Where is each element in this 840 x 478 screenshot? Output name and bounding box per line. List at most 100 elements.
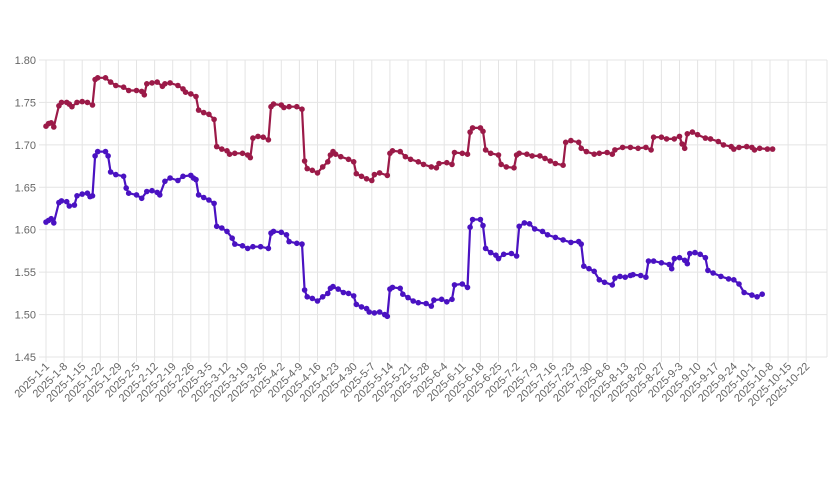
data-point xyxy=(658,260,665,266)
data-point xyxy=(188,91,194,97)
data-point xyxy=(679,141,685,147)
data-point xyxy=(175,177,181,184)
data-point xyxy=(397,148,404,155)
data-point xyxy=(154,79,160,85)
data-point xyxy=(643,144,649,151)
data-point xyxy=(552,234,559,241)
data-point xyxy=(568,137,574,144)
data-point xyxy=(511,165,517,171)
data-point xyxy=(671,136,678,142)
data-point xyxy=(175,82,181,89)
data-point xyxy=(157,192,163,198)
data-point xyxy=(195,192,202,198)
data-point xyxy=(79,191,85,197)
data-point xyxy=(405,294,411,301)
data-point xyxy=(560,237,566,243)
data-point xyxy=(120,173,127,180)
data-point xyxy=(487,249,494,256)
data-point xyxy=(464,284,471,291)
data-point xyxy=(449,296,455,303)
data-point xyxy=(498,161,504,168)
data-point xyxy=(63,198,70,205)
data-point xyxy=(94,75,101,81)
data-point xyxy=(562,139,569,146)
data-point xyxy=(705,267,711,274)
data-point xyxy=(627,144,634,151)
data-point xyxy=(601,279,608,286)
data-point xyxy=(581,263,587,270)
data-point xyxy=(138,195,145,202)
data-point xyxy=(66,203,73,209)
data-point xyxy=(89,193,96,199)
data-point xyxy=(415,159,422,165)
data-point xyxy=(113,82,119,89)
data-point xyxy=(162,178,168,185)
data-point xyxy=(144,188,150,195)
data-point xyxy=(637,272,644,279)
data-point xyxy=(612,147,618,153)
data-point xyxy=(265,137,272,143)
data-point xyxy=(487,150,494,157)
data-point xyxy=(335,286,342,292)
data-point xyxy=(410,298,417,304)
y-tick-label: 1.75 xyxy=(15,97,36,109)
data-point xyxy=(358,173,365,180)
data-point xyxy=(107,79,114,85)
data-point xyxy=(736,144,742,151)
data-point xyxy=(304,165,311,172)
data-point xyxy=(125,190,132,196)
data-point xyxy=(741,289,747,296)
y-tick-label: 1.45 xyxy=(15,352,36,364)
data-point xyxy=(309,167,316,174)
data-point xyxy=(371,310,378,316)
data-point xyxy=(433,165,440,171)
data-point xyxy=(200,194,207,201)
data-point xyxy=(495,152,502,158)
data-point xyxy=(578,241,584,247)
data-point xyxy=(211,116,217,123)
data-point xyxy=(508,250,515,257)
data-point xyxy=(560,162,566,168)
data-point xyxy=(749,292,755,298)
data-point xyxy=(232,241,238,247)
data-point xyxy=(604,149,610,156)
axes: 1.451.501.551.601.651.701.751.802025-1-1… xyxy=(12,55,812,409)
data-point xyxy=(444,299,450,305)
data-point xyxy=(69,103,75,110)
data-point xyxy=(48,215,54,222)
data-point xyxy=(482,147,489,153)
data-point xyxy=(239,150,246,157)
data-point xyxy=(283,232,290,238)
data-point xyxy=(513,253,520,259)
data-point xyxy=(459,150,466,157)
data-point xyxy=(133,192,140,198)
data-point xyxy=(477,216,484,223)
data-point xyxy=(330,283,336,290)
data-point xyxy=(526,221,533,227)
data-point xyxy=(743,143,750,150)
data-point xyxy=(756,145,763,152)
data-point xyxy=(635,145,641,152)
data-point xyxy=(384,172,391,179)
data-point xyxy=(467,224,473,230)
data-point xyxy=(309,295,316,302)
data-point xyxy=(376,170,383,176)
data-point xyxy=(609,151,616,157)
data-point xyxy=(692,249,698,256)
data-point xyxy=(244,245,251,252)
data-point xyxy=(671,255,678,262)
data-point xyxy=(384,313,391,320)
data-point xyxy=(622,274,628,281)
data-point xyxy=(389,148,396,154)
data-point xyxy=(182,89,189,95)
y-tick-label: 1.70 xyxy=(15,140,36,152)
data-point xyxy=(718,273,724,280)
data-point xyxy=(451,149,458,156)
data-point xyxy=(547,158,553,164)
data-point xyxy=(255,133,261,140)
data-point xyxy=(428,164,435,170)
data-point xyxy=(102,148,109,155)
data-point xyxy=(167,175,173,181)
data-point xyxy=(609,282,616,288)
